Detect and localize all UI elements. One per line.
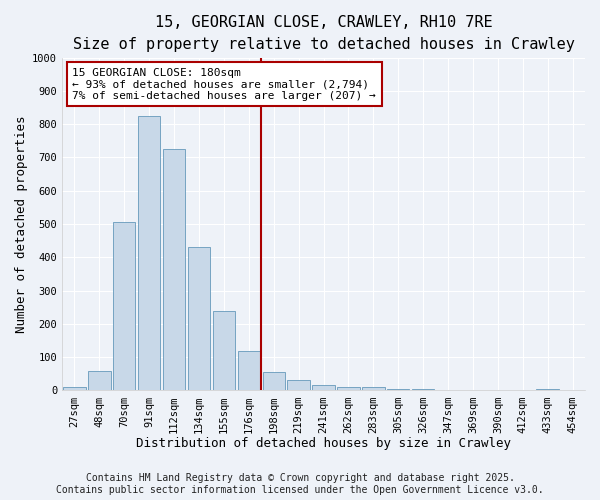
Bar (263, 372, 285, 390)
Bar (163, 149, 185, 390)
Bar (188, 248, 210, 390)
Bar (88, 371, 110, 390)
Bar (412, 389, 434, 390)
Title: 15, GEORGIAN CLOSE, CRAWLEY, RH10 7RE
Size of property relative to detached hous: 15, GEORGIAN CLOSE, CRAWLEY, RH10 7RE Si… (73, 15, 574, 52)
Bar (63, 387, 86, 390)
Bar (362, 387, 385, 390)
Bar (313, 386, 335, 390)
Text: Contains HM Land Registry data © Crown copyright and database right 2025.
Contai: Contains HM Land Registry data © Crown c… (56, 474, 544, 495)
Text: 15 GEORGIAN CLOSE: 180sqm
← 93% of detached houses are smaller (2,794)
7% of sem: 15 GEORGIAN CLOSE: 180sqm ← 93% of detac… (73, 68, 376, 100)
X-axis label: Distribution of detached houses by size in Crawley: Distribution of detached houses by size … (136, 437, 511, 450)
Y-axis label: Number of detached properties: Number of detached properties (15, 116, 28, 333)
Bar (387, 389, 409, 390)
Bar (138, 116, 160, 390)
Bar (337, 387, 359, 390)
Bar (212, 310, 235, 390)
Bar (287, 380, 310, 390)
Bar (536, 389, 559, 390)
Bar (238, 350, 260, 391)
Bar (113, 222, 136, 390)
